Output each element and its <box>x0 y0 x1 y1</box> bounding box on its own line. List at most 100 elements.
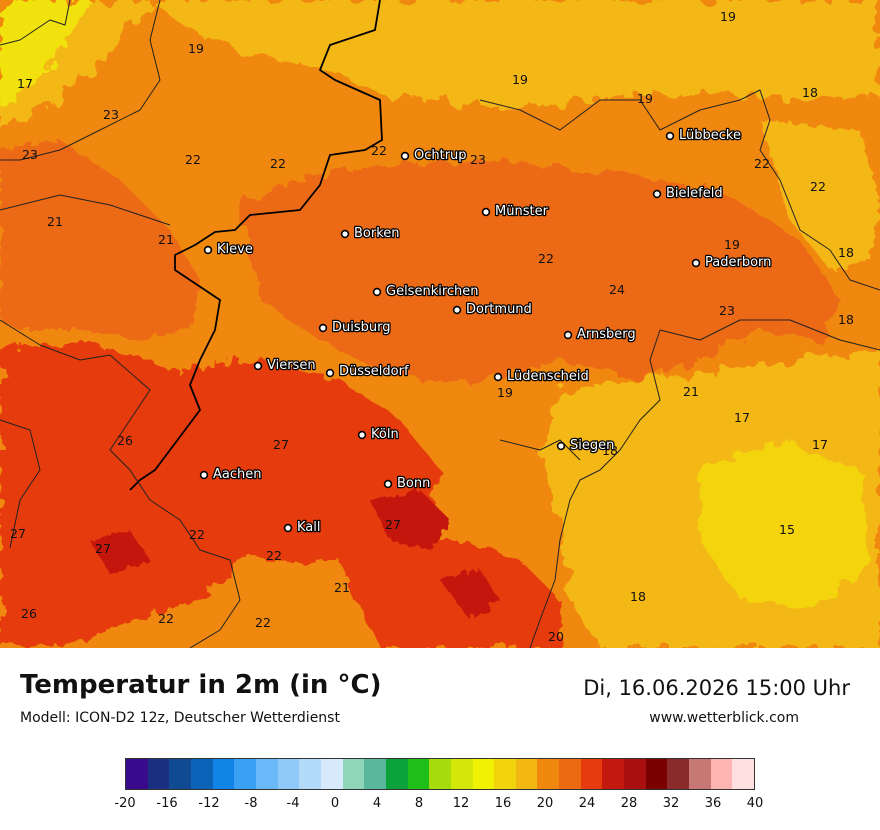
temp-label: 18 <box>802 85 818 100</box>
city-label-siegen: Siegen <box>570 438 614 453</box>
temp-label: 26 <box>117 433 133 448</box>
temp-label: 26 <box>21 606 37 621</box>
legend-swatch <box>169 759 191 789</box>
legend-swatch <box>515 759 538 789</box>
city-label-gelsenkirchen: Gelsenkirchen <box>386 284 479 299</box>
temp-label: 22 <box>266 548 282 563</box>
temp-label: 22 <box>185 152 201 167</box>
city-dot <box>493 372 503 382</box>
legend-tick-label: 36 <box>704 796 722 811</box>
zone-central-24 <box>240 160 840 380</box>
zone-hot-spot-2 <box>90 530 150 575</box>
legend-swatch <box>320 759 343 789</box>
region-borders <box>0 0 880 648</box>
city-dot <box>400 151 410 161</box>
city-labels: Lübbecke Ochtrup Bielefeld Münster Borke… <box>212 127 773 537</box>
city-label-dortmund: Dortmund <box>466 302 532 317</box>
temp-label: 22 <box>158 611 174 626</box>
city-label-aachen: Aachen <box>213 467 261 482</box>
temp-label: 22 <box>754 156 770 171</box>
city-markers <box>199 131 701 533</box>
city-dot <box>452 305 462 315</box>
country-borders <box>129 0 383 491</box>
legend-swatch <box>147 759 170 789</box>
legend-swatch <box>472 759 495 789</box>
temp-label: 17 <box>812 437 828 452</box>
temp-label: 17 <box>17 76 33 91</box>
temp-label: 19 <box>720 9 736 24</box>
city-label-kall: Kall <box>297 520 321 535</box>
legend-swatch <box>689 759 711 789</box>
temp-label: 27 <box>95 541 111 556</box>
forecast-datetime: Di, 16.06.2026 15:00 Uhr <box>583 676 850 700</box>
city-dot <box>199 470 209 480</box>
legend-swatch <box>126 759 148 789</box>
temp-label: 18 <box>838 245 854 260</box>
legend-swatch <box>299 759 321 789</box>
city-label-muenster: Münster <box>495 204 549 219</box>
legend-tick-label: 16 <box>494 796 512 811</box>
city-label-duisburg: Duisburg <box>332 320 391 335</box>
legend-swatch <box>190 759 213 789</box>
temp-label: 19 <box>188 41 204 56</box>
temp-label: 22 <box>538 251 554 266</box>
legend-swatch <box>559 759 581 789</box>
city-label-duesseldorf: Düsseldorf <box>339 364 409 379</box>
temp-label: 23 <box>719 303 735 318</box>
legend-tick-label: -8 <box>244 796 258 811</box>
temp-label: 20 <box>548 629 564 644</box>
legend-swatch <box>407 759 430 789</box>
legend-swatch <box>364 759 386 789</box>
legend-tick-label: -4 <box>286 796 300 811</box>
temp-label: 21 <box>334 580 350 595</box>
city-dot <box>203 245 213 255</box>
legend-swatch <box>429 759 451 789</box>
legend-swatch <box>212 759 235 789</box>
zone-southeast-cool <box>700 440 870 610</box>
temp-label: 22 <box>270 156 286 171</box>
city-dot <box>325 368 335 378</box>
temperature-labels: 19 19 19 19 18 17 23 23 22 22 22 23 22 2… <box>10 9 854 644</box>
legend-swatch <box>537 759 560 789</box>
city-label-luebbecke: Lübbecke <box>679 128 741 143</box>
temp-label: 18 <box>602 443 618 458</box>
city-dot <box>340 229 350 239</box>
temp-label: 27 <box>273 437 289 452</box>
map-title: Temperatur in 2m (in °C) <box>20 670 382 700</box>
legend-tick-label: 28 <box>620 796 638 811</box>
legend-tick-label: 24 <box>578 796 596 811</box>
city-label-kleve: Kleve <box>217 242 253 257</box>
legend-swatch <box>234 759 256 789</box>
legend-swatch <box>710 759 733 789</box>
city-dot <box>556 441 566 451</box>
legend-swatch <box>667 759 690 789</box>
legend-tick-label: 40 <box>746 796 764 811</box>
legend-swatch <box>255 759 278 789</box>
city-dot <box>481 207 491 217</box>
zone-hot-spot-3 <box>440 570 500 620</box>
color-legend <box>125 758 755 790</box>
temp-label: 15 <box>779 522 795 537</box>
city-dot <box>665 131 675 141</box>
legend-swatch <box>624 759 646 789</box>
temp-label: 24 <box>609 282 625 297</box>
city-dot <box>357 430 367 440</box>
city-label-arnsberg: Arnsberg <box>577 327 636 342</box>
legend-tick-label: 12 <box>452 796 470 811</box>
city-label-bonn: Bonn <box>397 476 430 491</box>
zone-west-orange <box>0 140 200 340</box>
temp-label: 23 <box>103 107 119 122</box>
city-dot <box>383 479 393 489</box>
zone-south-red <box>340 540 560 648</box>
temp-label: 22 <box>189 527 205 542</box>
temp-label: 21 <box>47 214 63 229</box>
city-label-paderborn: Paderborn <box>705 255 771 270</box>
city-label-borken: Borken <box>354 226 400 241</box>
city-label-ochtrup: Ochtrup <box>414 148 467 163</box>
temp-label: 27 <box>10 526 26 541</box>
city-dot <box>318 323 328 333</box>
temp-label: 18 <box>838 312 854 327</box>
legend-swatch <box>450 759 473 789</box>
legend-swatch <box>732 759 755 789</box>
temp-label: 19 <box>512 72 528 87</box>
